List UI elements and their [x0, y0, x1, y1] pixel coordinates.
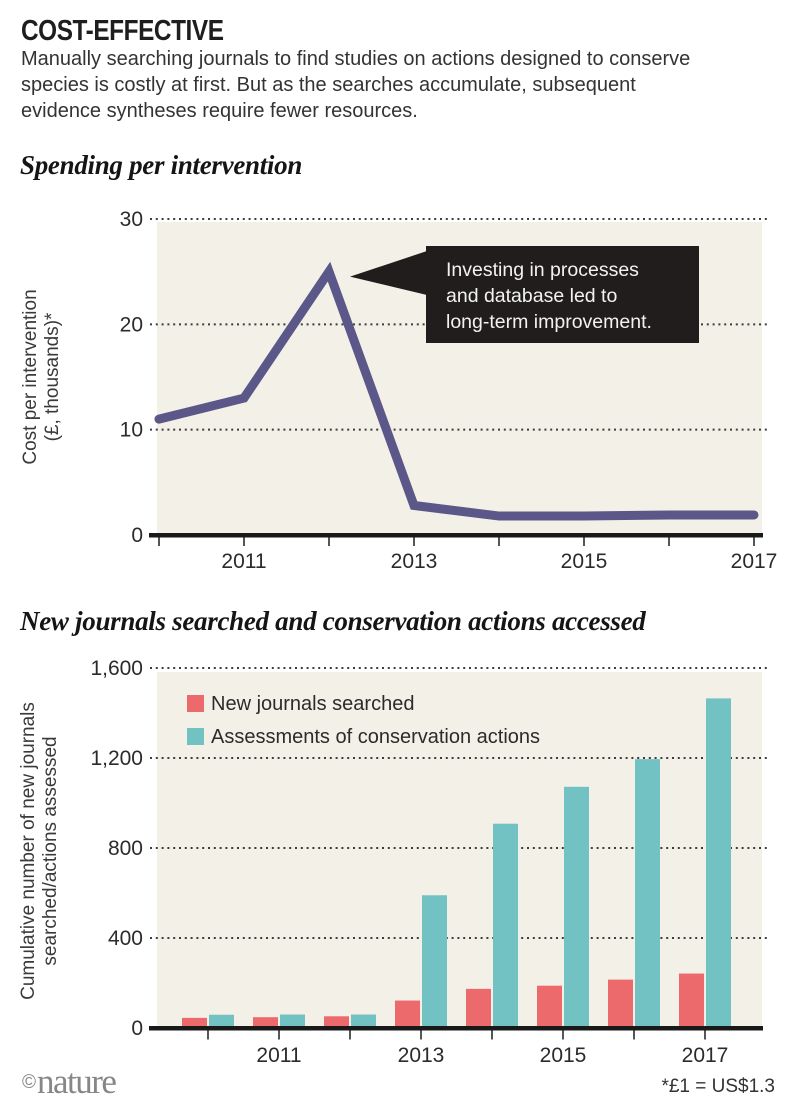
bar-assessments-2016 [635, 759, 660, 1028]
y-axis-label-line-1: Cost per intervention [20, 289, 41, 464]
description-line-1: Manually searching journals to find stud… [21, 48, 691, 70]
journals-chart-title: New journals searched and conservation a… [20, 606, 646, 636]
y-tick-label-1600: 1,600 [90, 657, 143, 680]
annotation-pointer [350, 251, 427, 295]
bar-assessments-2015 [564, 786, 589, 1028]
y-tick-label-10: 10 [120, 419, 143, 442]
y-axis-label-line-2: searched/actions assessed [40, 736, 61, 965]
bar-journals-2012 [324, 1016, 349, 1028]
bar-assessments-2011 [280, 1014, 305, 1028]
bar-assessments-2010 [209, 1014, 234, 1028]
annotation-line-2: and database led to [446, 285, 617, 307]
x-tick-label-2011: 2011 [221, 550, 266, 573]
copyright-symbol: © [22, 1072, 36, 1093]
annotation-line-3: long-term improvement. [446, 311, 652, 333]
y-tick-label-0: 0 [131, 1017, 143, 1040]
journals-bar-chart: 0 400 800 1,200 1,600 2011 2013 2015 2017 New jou… [18, 657, 770, 1067]
x-tick-label-2015: 2015 [561, 550, 608, 573]
bar-assessments-2014 [493, 823, 518, 1028]
x-tick-label-2013: 2013 [398, 1044, 445, 1067]
brand-name: nature [37, 1062, 117, 1101]
legend-swatch-2 [187, 728, 204, 745]
y-axis-label-line-1: Cumulative number of new journals [18, 702, 39, 1000]
description-line-2: species is costly at first. But as the s… [21, 74, 636, 96]
spending-chart-title: Spending per intervention [20, 150, 303, 180]
spending-line [154, 261, 759, 521]
bar-journals-2013 [395, 1000, 420, 1028]
x-tick-label-2017: 2017 [731, 550, 778, 573]
y-tick-label-800: 800 [108, 837, 143, 860]
annotation-box [426, 246, 699, 343]
y-tick-label-1200: 1,200 [90, 747, 143, 770]
bar-journals-2017 [679, 973, 704, 1028]
x-axis-line [149, 1026, 763, 1031]
bar-journals-2011 [253, 1017, 278, 1028]
y-tick-label-20: 20 [120, 313, 143, 336]
y-axis-label-line-2: (£, thousands)* [42, 312, 63, 441]
y-tick-label-400: 400 [108, 927, 143, 950]
legend-label-1: New journals searched [211, 693, 414, 715]
y-tick-label-0: 0 [131, 524, 143, 547]
legend-swatch-1 [187, 695, 204, 712]
bar-journals-2010 [182, 1017, 207, 1028]
page-title: COST-EFFECTIVE [21, 15, 224, 47]
x-tick-label-2017: 2017 [682, 1044, 729, 1067]
legend-label-2: Assessments of conservation actions [211, 726, 540, 748]
spending-line-chart: 0 10 20 30 2011 2013 2015 2017 Investing in proc… [20, 208, 778, 573]
bar-assessments-2012 [351, 1014, 376, 1028]
bar-assessments-2017 [706, 698, 731, 1028]
nature-logo: ©nature [22, 1062, 117, 1102]
exchange-rate-footnote: *£1 = US$1.3 [661, 1076, 775, 1097]
annotation-line-1: Investing in processes [446, 259, 639, 281]
plot-background [157, 672, 762, 1028]
x-tick-label-2013: 2013 [391, 550, 438, 573]
bar-assessments-2013 [422, 895, 447, 1028]
bar-journals-2016 [608, 979, 633, 1028]
x-axis-line [149, 533, 763, 538]
x-tick-label-2011: 2011 [256, 1044, 301, 1067]
y-tick-label-30: 30 [120, 208, 143, 231]
description-line-3: evidence syntheses require fewer resourc… [21, 100, 418, 122]
bar-journals-2014 [466, 988, 491, 1028]
page-description: Manually searching journals to find stud… [21, 46, 690, 124]
bar-journals-2015 [537, 985, 562, 1028]
x-tick-label-2015: 2015 [540, 1044, 587, 1067]
